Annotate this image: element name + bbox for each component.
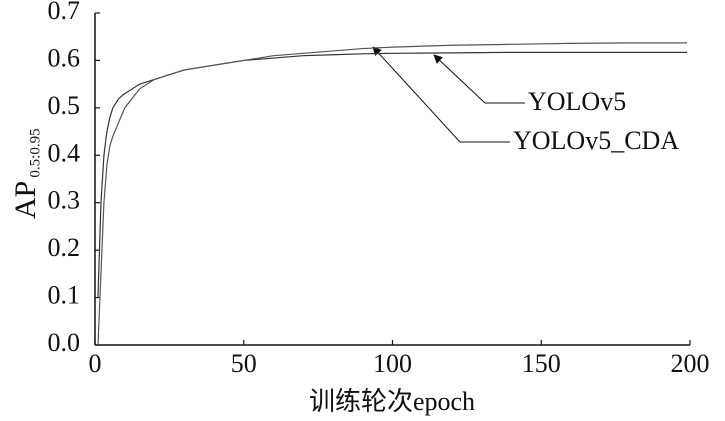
- y-axis-label: AP: [9, 181, 42, 219]
- y-tick-label: 0.7: [48, 0, 81, 25]
- y-tick-label: 0.6: [48, 43, 81, 72]
- x-tick-label: 0: [89, 349, 102, 378]
- y-axis-label-subscript: 0.5:0.95: [27, 128, 43, 177]
- y-tick-label: 0.1: [48, 281, 81, 310]
- y-tick-label: 0.2: [48, 233, 81, 262]
- annotation-label: YOLOv5_CDA: [513, 126, 679, 155]
- y-tick-label: 0.3: [48, 186, 81, 215]
- x-tick-label: 200: [671, 349, 710, 378]
- y-axis-label-group: AP 0.5:0.95: [9, 128, 44, 219]
- x-tick-label: 50: [231, 349, 257, 378]
- series-line: [97, 42, 688, 346]
- y-tick-label: 0.4: [48, 138, 81, 167]
- annotation-leader: [460, 102, 525, 143]
- x-tick-label: 150: [522, 349, 561, 378]
- annotation-label: YOLOv5: [528, 87, 626, 116]
- annotation-arrow: [433, 54, 486, 104]
- annotation-arrow: [372, 46, 461, 143]
- x-tick-label: 100: [373, 349, 412, 378]
- x-axis-label: 训练轮次epoch: [309, 387, 475, 416]
- y-tick-label: 0.0: [48, 328, 81, 357]
- y-tick-label: 0.5: [48, 91, 81, 120]
